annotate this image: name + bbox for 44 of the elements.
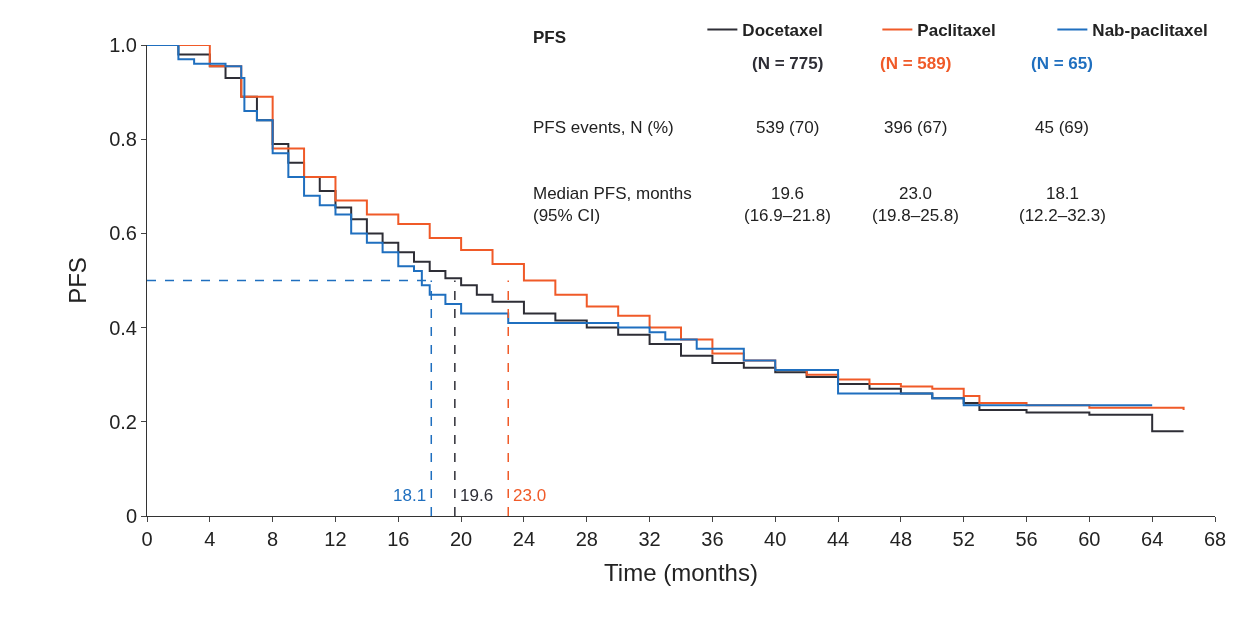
x-tick-label: 20 [449,528,473,550]
x-tick-label: 44 [826,528,850,550]
x-tick-label: 12 [324,528,347,550]
ref-line-label: 18.1 [393,486,427,505]
x-tick-label: 68 [1203,528,1227,550]
annotation: Median PFS, months (95% CI) [533,184,692,226]
annotation: (N = 65) [1031,54,1093,73]
x-tick-label: 56 [1015,528,1038,550]
y-axis-title: PFS [64,257,92,304]
x-tick-label: 40 [764,528,787,550]
y-tick-label: 0.4 [109,316,137,339]
x-tick-label: 24 [512,528,536,550]
y-tick-label: 0.6 [109,222,137,245]
annotation: (N = 589) [880,54,952,73]
ref-line-label: 23.0 [513,486,547,505]
annotation: 539 (70) [756,118,820,137]
legend-label: Nab-paclitaxel [1092,21,1208,41]
annotation: PFS events, N (%) [533,118,674,137]
x-tick-label: 64 [1141,528,1164,550]
ref-line-label: 19.6 [460,486,494,505]
x-tick-label: 52 [952,528,975,550]
annotation: 18.1 (12.2–32.3) [1019,184,1106,226]
x-tick-label: 60 [1078,528,1101,550]
x-tick-label: 0 [141,528,153,550]
y-tick-label: 0.2 [109,410,137,433]
annotation: (N = 775) [752,54,824,73]
y-tick-label: 1.0 [109,34,137,56]
legend-label: Paclitaxel [917,21,996,41]
x-tick-label: 28 [575,528,598,550]
x-tick-label: 16 [387,528,410,550]
legend-label: Docetaxel [742,21,823,41]
x-tick-label: 4 [204,528,216,550]
x-tick-label: 8 [267,528,279,550]
x-tick-label: 36 [701,528,724,550]
y-tick-label: 0 [125,505,137,527]
x-tick-label: 32 [638,528,661,550]
annotation: 45 (69) [1035,118,1089,137]
annotation: 23.0 (19.8–25.8) [872,184,959,226]
annotation: 19.6 (16.9–21.8) [744,184,831,226]
annotation: PFS [533,28,567,47]
x-axis-title: Time (months) [604,559,758,587]
x-tick-label: 48 [889,528,913,550]
annotation: 396 (67) [884,118,948,137]
y-tick-label: 0.8 [109,128,137,151]
